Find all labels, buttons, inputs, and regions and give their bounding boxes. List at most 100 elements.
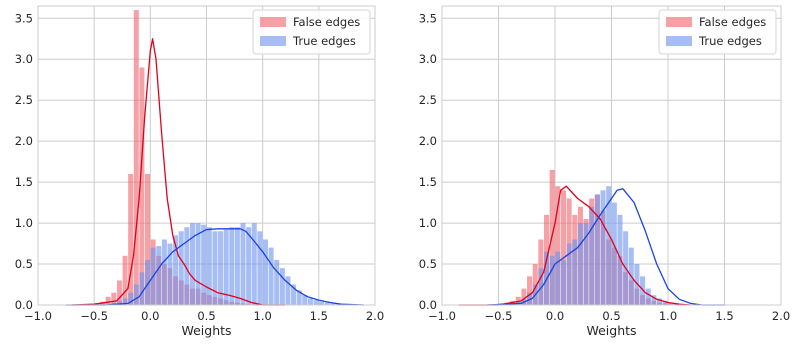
true-edges-bar-5 — [100, 303, 106, 305]
true-edges-legend-swatch — [260, 36, 286, 46]
false-edges-bar-6 — [105, 296, 111, 305]
y-tick-label: 3.0 — [419, 52, 437, 66]
true-edges-bar-24 — [206, 227, 212, 305]
true-edges-bar-9 — [122, 298, 128, 305]
true-edges-bar-43 — [313, 300, 319, 305]
true-edges-bar-14 — [555, 251, 561, 305]
y-tick-label: 0.0 — [15, 298, 33, 312]
true-edges-bar-9 — [527, 292, 533, 305]
true-edges-bar-16 — [161, 239, 167, 305]
false-edges-bar-13 — [145, 173, 151, 305]
false-edges-legend-swatch — [260, 17, 286, 27]
x-tick-label: 1.5 — [310, 309, 328, 323]
false-edges-bar-15 — [560, 190, 566, 305]
x-tick-label: −1.0 — [428, 309, 456, 323]
true-edges-bar-33 — [257, 231, 263, 305]
x-tick-label: 2.0 — [772, 309, 790, 323]
true-edges-bar-45 — [324, 302, 330, 305]
true-edges-bar-41 — [302, 295, 308, 305]
false-edges-bar-10 — [128, 173, 134, 305]
true-edges-bar-30 — [240, 223, 246, 305]
left-panel: −1.0 −0.5 0.0 0.5 1.0 1.5 2.0 0.0 0.5 1.0 1.5 2.0 2.… — [15, 5, 384, 338]
true-edges-bar-29 — [640, 276, 646, 305]
axes-frame — [441, 5, 782, 306]
true-edges-kde-line — [487, 188, 725, 306]
true-edges-bar-17 — [167, 243, 173, 305]
true-edges-bar-44 — [319, 301, 325, 305]
false-edges-bar-14 — [555, 186, 561, 305]
x-tick-label: 1.5 — [715, 309, 733, 323]
true-edges-bar-24 — [611, 202, 617, 305]
true-edges-bar-25 — [212, 231, 218, 305]
true-edges-bar-28 — [634, 264, 640, 305]
true-edges-bar-33 — [662, 300, 668, 305]
true-edges-bar-11 — [538, 268, 544, 305]
false-edges-bar-8 — [116, 280, 122, 305]
true-edges-bar-18 — [577, 223, 583, 305]
x-tick-label: 1.0 — [659, 309, 677, 323]
true-edges-bar-22 — [600, 190, 606, 305]
false-edges-bar-11 — [133, 10, 139, 306]
x-tick-label: 0.5 — [197, 309, 215, 323]
true-edges-bar-32 — [251, 223, 257, 305]
true-edges-bar-21 — [189, 223, 195, 305]
true-edges-bar-20 — [184, 227, 190, 305]
false-edges-legend-label: False edges — [699, 15, 766, 29]
true-edges-bar-31 — [651, 295, 657, 305]
true-edges-bar-15 — [560, 259, 566, 305]
y-tick-label: 2.0 — [15, 134, 33, 148]
true-edges-bar-37 — [279, 268, 285, 305]
true-edges-bar-46 — [330, 303, 336, 305]
true-edges-bar-42 — [307, 298, 313, 305]
x-tick-label: −0.5 — [485, 309, 513, 323]
axes-frame — [37, 5, 376, 306]
false-edges-kde-line — [71, 38, 286, 306]
true-edges-bar-38 — [285, 276, 291, 305]
false-edges-legend-swatch — [666, 17, 692, 27]
true-edges-bar-35 — [268, 247, 274, 305]
x-tick-label: 0.0 — [546, 309, 564, 323]
y-tick-label: 1.0 — [15, 216, 33, 230]
true-edges-bar-11 — [133, 284, 139, 305]
true-edges-bar-8 — [116, 300, 122, 305]
y-tick-label: 0.5 — [419, 257, 437, 271]
true-edges-bar-34 — [262, 239, 268, 305]
true-edges-bar-27 — [223, 229, 229, 305]
true-edges-bar-34 — [668, 302, 674, 305]
true-edges-bar-19 — [178, 231, 184, 305]
y-tick-label: 1.5 — [15, 175, 33, 189]
y-tick-label: 2.0 — [419, 134, 437, 148]
y-tick-label: 0.5 — [15, 257, 33, 271]
true-edges-bar-25 — [617, 214, 623, 305]
true-edges-kde-line — [66, 228, 364, 306]
true-edges-bar-21 — [594, 194, 600, 305]
true-edges-legend-label: True edges — [698, 34, 762, 48]
false-edges-legend-label: False edges — [293, 15, 360, 29]
x-tick-label: 2.0 — [366, 309, 384, 323]
false-edges-bar-9 — [527, 276, 533, 305]
false-edges-bar-8 — [521, 288, 527, 305]
y-tick-label: 3.5 — [419, 11, 437, 25]
false-edges-bar-7 — [111, 292, 117, 305]
right-panel: −1.0 −0.5 0.0 0.5 1.0 1.5 2.0 0.0 0.5 1.0 1.5 2.0 2.… — [419, 5, 790, 338]
y-tick-label: 2.5 — [15, 93, 33, 107]
true-edges-bar-12 — [139, 272, 145, 305]
true-edges-bar-30 — [645, 288, 651, 305]
true-edges-bar-32 — [657, 298, 663, 305]
true-edges-bar-29 — [234, 227, 240, 305]
true-edges-bar-15 — [156, 246, 162, 305]
x-tick-label: 1.0 — [254, 309, 272, 323]
y-tick-label: 1.0 — [419, 216, 437, 230]
true-edges-bar-20 — [589, 206, 595, 305]
x-tick-label: 0.5 — [602, 309, 620, 323]
y-tick-label: 3.5 — [15, 11, 33, 25]
x-tick-label: −1.0 — [24, 309, 52, 323]
true-edges-bar-22 — [195, 223, 201, 305]
true-edges-bar-23 — [201, 224, 207, 305]
true-edges-bar-19 — [583, 223, 589, 305]
true-edges-bar-40 — [296, 290, 302, 305]
x-axis-label: Weights — [586, 323, 636, 338]
true-edges-bar-28 — [229, 227, 235, 305]
x-axis-label: Weights — [181, 323, 231, 338]
